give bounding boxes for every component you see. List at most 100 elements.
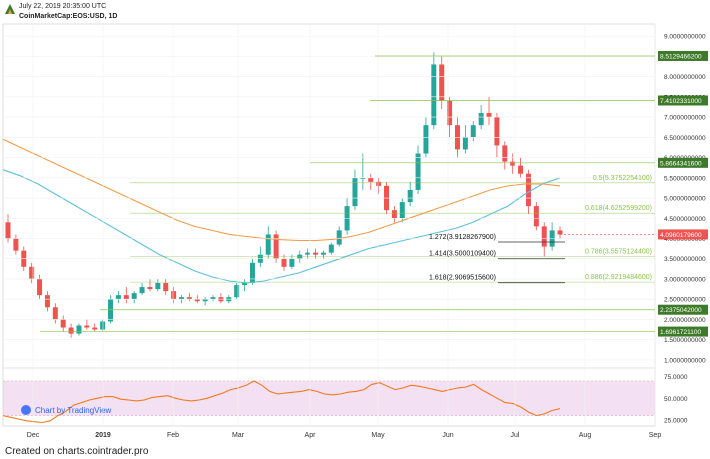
time-tick-label: Apr bbox=[305, 432, 317, 439]
fib-retracement-label: 0.886(2.9219484600) bbox=[585, 274, 652, 281]
candle-body bbox=[407, 189, 413, 203]
axes: 1.0000000000 1.5000000000 2.0000000000 2.50… bbox=[2, 23, 706, 439]
candle-body bbox=[76, 325, 82, 334]
candle-body bbox=[37, 278, 43, 296]
candle-body bbox=[52, 307, 58, 320]
candle-body bbox=[92, 327, 98, 330]
candle-body bbox=[439, 64, 445, 101]
candle-body bbox=[320, 252, 326, 255]
price-tick-label: 6.5000000000 bbox=[664, 135, 706, 142]
fib-extension-label: 1.414(3.5000109400) bbox=[429, 251, 496, 258]
price-tick-label: 2.5000000000 bbox=[664, 297, 706, 304]
candle-body bbox=[68, 327, 74, 334]
candle-body bbox=[242, 283, 248, 286]
candle-body bbox=[415, 153, 421, 190]
price-tick-label: 8.0000000000 bbox=[664, 74, 706, 81]
candle-body bbox=[5, 222, 11, 239]
price-tick-label: 2.0000000000 bbox=[664, 317, 706, 324]
time-tick-label: 2019 bbox=[95, 432, 111, 439]
candle-body bbox=[360, 177, 366, 179]
price-level-tag bbox=[658, 95, 708, 106]
price-tick-label: 3.0000000000 bbox=[664, 276, 706, 283]
time-tick-label: Sep bbox=[649, 432, 662, 439]
tradingview-watermark-text: Chart by TradingView bbox=[35, 406, 112, 415]
candle-body bbox=[557, 230, 563, 235]
candle-body bbox=[518, 165, 524, 174]
price-level-label: 8.5129466200 bbox=[660, 53, 702, 60]
candle-body bbox=[265, 234, 271, 255]
price-level-tag bbox=[658, 157, 708, 168]
rsi-line bbox=[2, 380, 561, 424]
candle-body bbox=[139, 287, 145, 294]
candle-body bbox=[431, 64, 437, 126]
price-tick-label: 4.0000000000 bbox=[664, 236, 706, 243]
candle-body bbox=[234, 285, 240, 298]
candle-body bbox=[399, 202, 405, 219]
candle-body bbox=[131, 293, 137, 300]
candle-body bbox=[470, 125, 476, 138]
candle-body bbox=[525, 173, 531, 207]
chart-symbol: CoinMarketCap:EOS:USD, 1D bbox=[19, 13, 118, 20]
candle-body bbox=[100, 321, 106, 330]
price-tick-label: 5.5000000000 bbox=[664, 175, 706, 182]
fib-extension-label: 1.272(3.9128267900) bbox=[429, 234, 496, 241]
time-tick-label: Dec bbox=[27, 432, 40, 439]
fib-retracement-label: 0.786(3.5575124400) bbox=[585, 248, 652, 255]
candle-body bbox=[391, 210, 397, 219]
rsi-pane: 25.0000 50.0000 75.0000 Chart by TradingVie… bbox=[2, 374, 688, 424]
candle-body bbox=[494, 117, 500, 146]
candle-body bbox=[60, 319, 66, 328]
tradingview-watermark: Chart by TradingView bbox=[21, 405, 112, 415]
candle-body bbox=[462, 137, 468, 150]
price-tick-label: 3.5000000000 bbox=[664, 256, 706, 263]
price-level-tag bbox=[658, 304, 708, 315]
price-level-label: 7.4102331000 bbox=[660, 98, 702, 105]
candle-body bbox=[502, 145, 508, 162]
candle-body bbox=[202, 299, 208, 302]
candle-body bbox=[163, 283, 169, 292]
price-tick-label: 7.0000000000 bbox=[664, 115, 706, 122]
candle-body bbox=[29, 266, 35, 279]
candle-body bbox=[210, 297, 216, 300]
candle-body bbox=[336, 230, 342, 245]
candle-body bbox=[368, 177, 374, 182]
candle-body bbox=[486, 113, 492, 118]
candle-body bbox=[478, 113, 484, 126]
candle-body bbox=[147, 287, 153, 290]
time-tick-label: Feb bbox=[167, 432, 179, 439]
price-tick-label: 4.5000000000 bbox=[664, 216, 706, 223]
candle-body bbox=[44, 295, 50, 308]
price-level-label: 1.6961721100 bbox=[660, 329, 701, 336]
candle-body bbox=[328, 244, 334, 253]
time-tick-label: May bbox=[371, 432, 385, 439]
candle-body bbox=[123, 295, 129, 300]
candle-body bbox=[194, 299, 200, 302]
rsi-tick-label: 50.0000 bbox=[664, 396, 688, 403]
time-tick-label: Jul bbox=[511, 432, 520, 439]
price-tick-label: 1.0000000000 bbox=[664, 357, 706, 364]
price-level-tag bbox=[658, 326, 708, 337]
time-tick-label: Mar bbox=[232, 432, 245, 439]
candle-body bbox=[305, 252, 311, 255]
rsi-band bbox=[3, 380, 655, 416]
price-level-label: 5.8664341600 bbox=[660, 160, 702, 167]
fib-extension-label: 1.618(2.9069515600) bbox=[429, 275, 496, 282]
candle-body bbox=[423, 125, 429, 154]
cointrader-logo-icon bbox=[5, 4, 15, 14]
candle-body bbox=[155, 283, 161, 290]
candle-body bbox=[171, 291, 177, 300]
rsi-tick-label: 75.0000 bbox=[664, 374, 688, 381]
short-moving-average-line bbox=[2, 169, 561, 284]
candle-body bbox=[186, 297, 192, 300]
fib-retracement-label: 0.5(5.3752254100) bbox=[593, 175, 652, 182]
candle-body bbox=[13, 238, 19, 251]
rsi-tick-label: 25.0000 bbox=[664, 417, 688, 424]
plot-frame bbox=[2, 23, 656, 427]
price-level-tag bbox=[658, 50, 708, 61]
tradingview-logo-icon bbox=[21, 405, 31, 415]
candle-body bbox=[108, 299, 114, 322]
candle-body bbox=[115, 295, 121, 300]
candle-body bbox=[84, 325, 90, 328]
candle-body bbox=[289, 258, 295, 267]
